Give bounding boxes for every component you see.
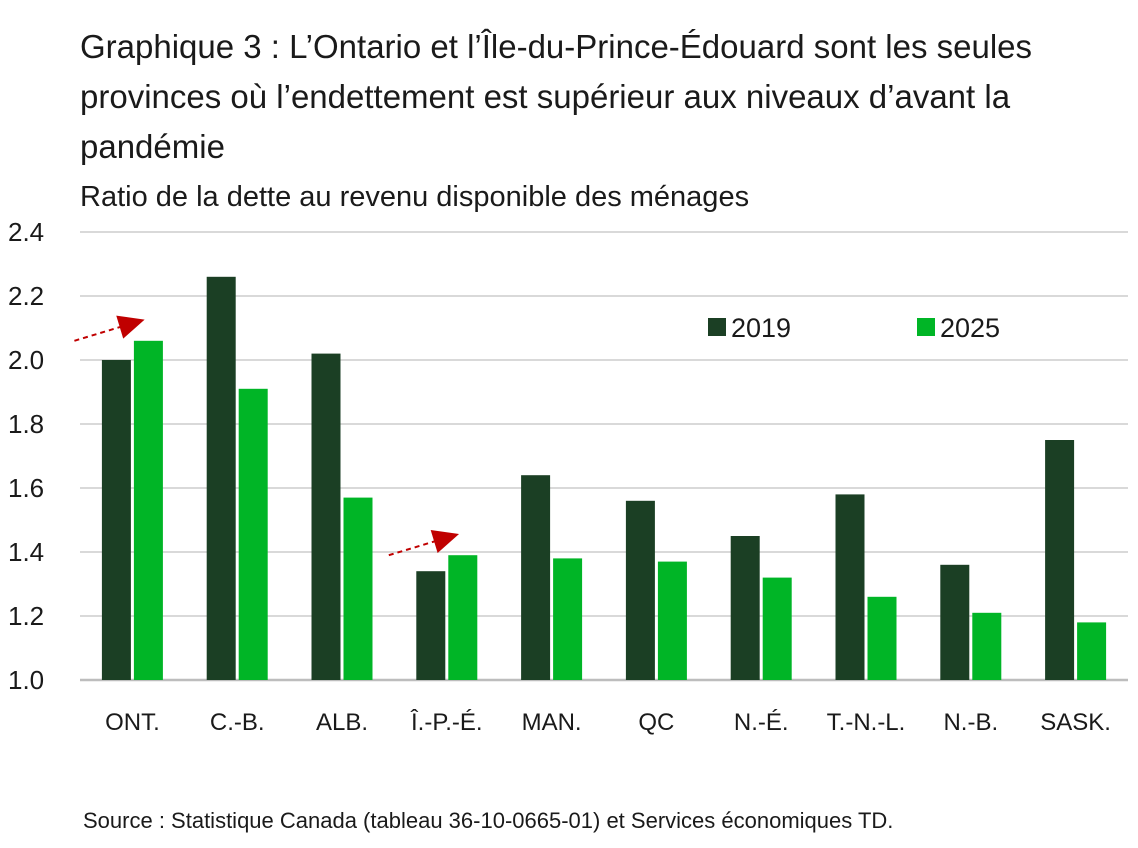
legend-label: 2019 <box>731 313 791 343</box>
bar-2025-4 <box>448 555 478 680</box>
x-tick-label: QC <box>638 709 674 736</box>
x-tick-label: N.-É. <box>734 709 789 736</box>
source-note: Source : Statistique Canada (tableau 36-… <box>83 808 894 833</box>
bar-2025-6 <box>657 561 687 680</box>
y-tick-label: 1.0 <box>8 665 44 695</box>
y-tick-label: 1.2 <box>8 601 44 631</box>
y-axis-label: Ratio de la dette au revenu disponible d… <box>80 181 750 213</box>
bar-2019-10 <box>1045 440 1075 680</box>
annotation-arrow-line <box>74 323 128 342</box>
x-tick-label: MAN. <box>522 709 582 736</box>
annotation-arrows <box>74 315 460 557</box>
bars <box>101 276 1107 680</box>
y-tick-label: 2.2 <box>8 281 44 311</box>
legend-swatch-2019 <box>708 318 726 336</box>
x-axis-ticks: ONT. C.-B. ALB. Î.-P.-É. MAN. QC N.-É. T.-N.-L.… <box>105 709 1111 736</box>
x-tick-label: N.-B. <box>943 709 998 736</box>
legend-swatch-2025 <box>917 318 935 336</box>
x-tick-label: Î.-P.-É. <box>410 709 483 736</box>
x-tick-label: T.-N.-L. <box>827 709 906 736</box>
bar-2019-1 <box>101 360 131 680</box>
bar-2019-9 <box>940 564 970 680</box>
bar-2019-3 <box>311 353 341 680</box>
x-tick-label: SASK. <box>1040 709 1111 736</box>
bar-2025-10 <box>1077 622 1107 680</box>
annotation-arrowhead <box>430 530 460 553</box>
x-tick-label: ONT. <box>105 709 160 736</box>
bar-2025-2 <box>238 388 268 680</box>
bar-2019-2 <box>206 276 236 680</box>
bar-2025-1 <box>133 340 163 680</box>
legend: 2019 2025 <box>708 313 1000 343</box>
bar-2019-5 <box>521 475 551 680</box>
y-tick-label: 1.4 <box>8 537 44 567</box>
chart-title: Graphique 3 : L’Ontario et l’Île-du-Prin… <box>80 28 1033 165</box>
x-tick-label: ALB. <box>316 709 368 736</box>
bar-chart: 1.0 1.2 1.4 1.6 1.8 2.0 2.2 2.4 ONT. C.-B. ALB. Î.… <box>8 217 1128 736</box>
y-tick-label: 2.4 <box>8 217 44 247</box>
annotation-arrow-line <box>388 538 443 557</box>
y-tick-label: 1.8 <box>8 409 44 439</box>
bar-2025-9 <box>972 612 1002 680</box>
legend-label: 2025 <box>940 313 1000 343</box>
bar-2019-4 <box>416 571 446 680</box>
y-tick-label: 1.6 <box>8 473 44 503</box>
y-axis-ticks: 1.0 1.2 1.4 1.6 1.8 2.0 2.2 2.4 <box>8 217 44 695</box>
bar-2025-3 <box>343 497 373 680</box>
bar-2019-7 <box>730 536 760 680</box>
bar-2019-6 <box>625 500 655 680</box>
bar-2025-7 <box>762 577 792 680</box>
bar-2019-8 <box>835 494 865 680</box>
gridlines <box>80 231 1128 682</box>
bar-2025-5 <box>553 558 583 680</box>
x-tick-label: C.-B. <box>210 709 265 736</box>
bar-2025-8 <box>867 596 897 680</box>
annotation-arrowhead <box>116 315 145 339</box>
y-tick-label: 2.0 <box>8 345 44 375</box>
